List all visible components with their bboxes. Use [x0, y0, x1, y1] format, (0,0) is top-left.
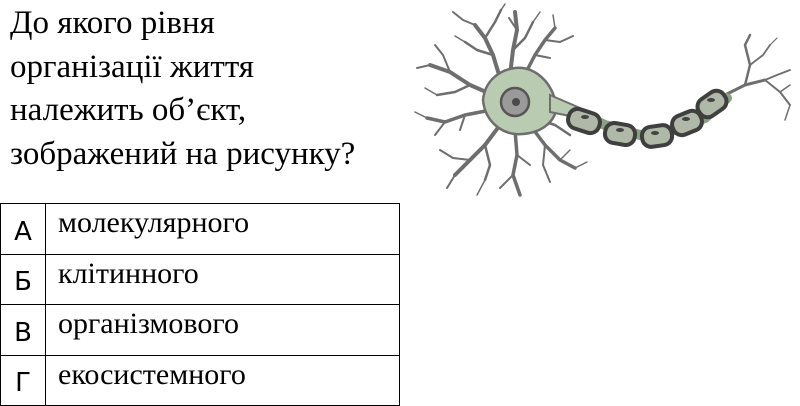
question-line: належить об’єкт, [10, 92, 247, 128]
myelin-nuclei [581, 98, 715, 135]
answer-option-v[interactable]: В організмового [0, 304, 400, 356]
answer-letter: А [0, 203, 46, 255]
answer-option-g[interactable]: Г екосистемного [0, 354, 400, 406]
answer-text: молекулярного [45, 203, 400, 255]
myelin-sheath [566, 88, 729, 149]
question-line: зображений на рисунку? [10, 135, 356, 172]
question-text: До якого рівня організації життя належит… [10, 2, 400, 176]
answer-option-a[interactable]: А молекулярного [0, 203, 400, 255]
answer-letter: Б [0, 253, 46, 305]
answer-letter: Г [0, 354, 46, 406]
dendrites [414, 3, 791, 197]
answer-text: екосистемного [45, 354, 400, 406]
question-line: організації життя [10, 48, 254, 85]
answer-options-table: А молекулярного Б клітинного В організмо… [0, 203, 400, 406]
neuron-illustration-icon [414, 3, 791, 197]
question-line: До якого рівня [10, 5, 215, 41]
answer-text: клітинного [45, 253, 400, 305]
answer-letter: В [0, 304, 46, 356]
answer-text: організмового [45, 304, 400, 356]
answer-option-b[interactable]: Б клітинного [0, 253, 400, 305]
